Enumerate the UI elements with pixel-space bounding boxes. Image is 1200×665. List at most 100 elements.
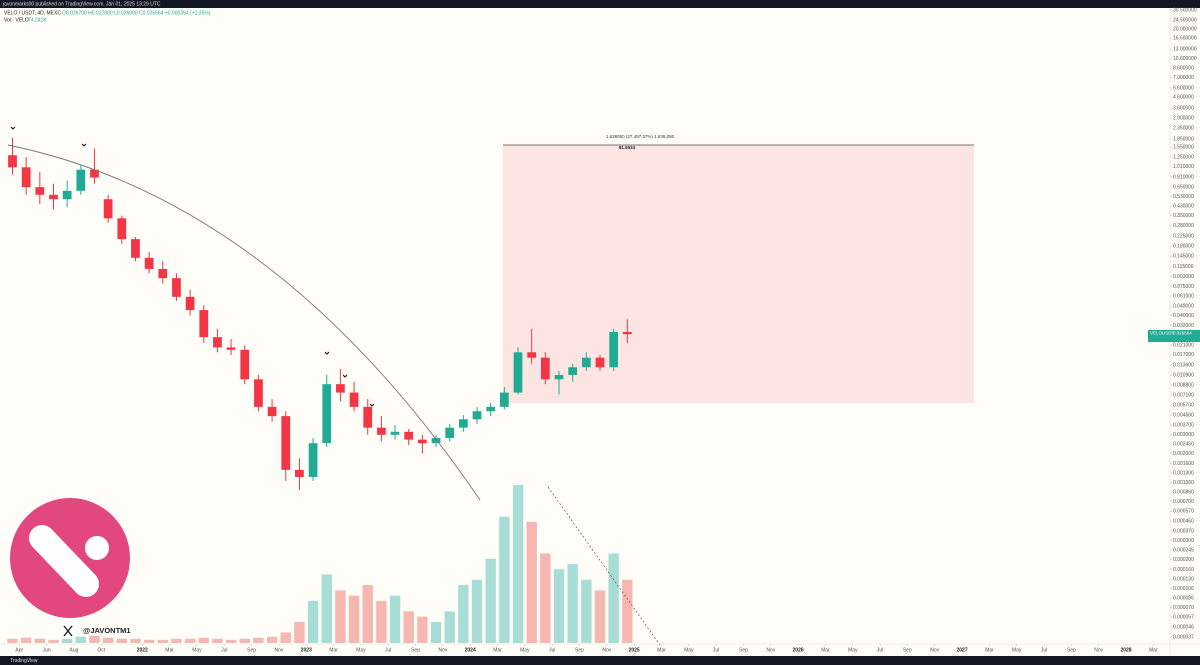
x-tick-label: Nov	[1094, 647, 1103, 653]
x-tick-label: Jul	[385, 647, 391, 653]
x-tick-label: Mar	[1149, 647, 1158, 653]
x-tick-label: Sep	[1067, 647, 1076, 653]
volume-bar	[403, 611, 414, 643]
volume-bar	[335, 590, 346, 643]
y-tick-label: 10.600000	[1173, 56, 1197, 62]
volume-bar	[581, 579, 592, 643]
volume-bar	[7, 638, 18, 643]
y-tick-label: 30.500000	[1173, 7, 1197, 13]
x-tick-label: Jul	[713, 647, 719, 653]
volume-bar	[540, 553, 551, 643]
y-tick-label: 24.500000	[1173, 17, 1197, 23]
volume-bar	[294, 621, 305, 643]
y-tick-label: 1.550000	[1173, 144, 1194, 150]
candle-body	[117, 218, 127, 240]
x-tick-label: 2023	[301, 647, 312, 653]
x-tick-label: Mar	[657, 647, 666, 653]
y-tick-label: 0.049000	[1173, 303, 1194, 309]
watermark-handle: @JAVONTM1	[83, 626, 131, 635]
price-label-value: 0.026664	[1173, 331, 1192, 336]
y-tick-label: 0.001060	[1173, 480, 1194, 486]
y-tick-label: 4.600000	[1173, 94, 1194, 100]
y-tick-label: 0.000070	[1173, 605, 1194, 611]
x-tick-label: Jun	[43, 647, 51, 653]
bottom-bar	[0, 656, 1200, 665]
logo-pill	[29, 525, 99, 597]
x-tick-label: 2028	[1120, 647, 1131, 653]
x-tick-label: 2022	[137, 647, 148, 653]
x-tick-label: Jul	[877, 647, 883, 653]
y-tick-label: 0.040000	[1173, 313, 1194, 319]
candle-body	[622, 331, 632, 335]
top-bar	[0, 0, 1200, 8]
volume-bar	[499, 516, 510, 643]
x-tick-label: Jul	[549, 647, 555, 653]
y-tick-label: 0.075000	[1173, 284, 1194, 290]
y-tick-label: 0.002000	[1173, 451, 1194, 457]
volume-bar	[348, 595, 360, 643]
y-tick-label: 0.002450	[1173, 441, 1194, 447]
x-tick-label: 2025	[629, 647, 640, 653]
x-tick-label: Mar	[165, 647, 174, 653]
x-tick-label: Mar	[985, 647, 994, 653]
volume-bar	[143, 639, 155, 643]
volume-bar	[512, 485, 524, 643]
peak-marker	[342, 374, 348, 378]
y-tick-label: 0.000086	[1173, 596, 1194, 602]
candle-body	[281, 416, 291, 470]
x-tick-label: Mar	[493, 647, 502, 653]
x-tick-label: Nov	[274, 647, 283, 653]
peak-marker	[369, 403, 375, 407]
volume-bar	[526, 521, 537, 643]
volume-bar	[389, 595, 401, 643]
volume-bar	[608, 553, 619, 643]
volume-bar	[458, 585, 469, 643]
y-tick-label: 0.280000	[1173, 223, 1194, 229]
candle-body	[8, 155, 17, 168]
y-tick-label: 0.810000	[1173, 174, 1194, 180]
x-tick-label: Nov	[602, 647, 611, 653]
candle-body	[418, 439, 427, 444]
y-tick-label: 0.000057	[1173, 615, 1194, 621]
x-icon	[63, 625, 73, 637]
y-tick-label: 7.000000	[1173, 75, 1194, 81]
candle-body	[404, 431, 414, 440]
candle-body	[144, 257, 154, 269]
volume-bar	[321, 574, 332, 643]
x-tick-label: 2024	[465, 647, 476, 653]
x-tick-label: May	[848, 647, 858, 653]
y-tick-label: 0.003700	[1173, 422, 1194, 428]
y-tick-label: 5.600000	[1173, 85, 1194, 91]
candle-body	[158, 268, 168, 279]
candle-body	[363, 406, 373, 428]
volume-bar	[34, 638, 46, 643]
x-tick-label: Sep	[739, 647, 748, 653]
y-tick-label: 8.600000	[1173, 66, 1194, 72]
y-tick-label: 0.001600	[1173, 461, 1194, 467]
candle-body	[540, 357, 550, 380]
x-tick-label: Mar	[329, 647, 338, 653]
candle-body	[609, 331, 619, 368]
volume-bar	[20, 637, 32, 643]
x-tick-label: Sep	[247, 647, 256, 653]
candle-body	[431, 437, 441, 444]
projection-label: 1.638050 (27,497.37%) 1,638,050	[606, 134, 675, 139]
volume-bar	[89, 635, 100, 643]
candle-body	[35, 187, 45, 195]
y-tick-label: 0.000106	[1173, 586, 1194, 592]
y-tick-label: 0.000037	[1173, 634, 1194, 640]
volume-bar	[157, 639, 168, 643]
volume-bar	[198, 637, 209, 643]
volume-bar	[102, 637, 114, 643]
x-tick-label: 2027	[956, 647, 967, 653]
volume-bar	[116, 638, 127, 643]
x-tick-label: Sep	[903, 647, 912, 653]
x-tick-label: May	[684, 647, 694, 653]
volume-bar	[61, 638, 73, 643]
y-tick-label: 1.850000	[1173, 136, 1194, 142]
x-tick-label: Nov	[766, 647, 775, 653]
volume-bar	[362, 585, 373, 643]
candle-body	[103, 199, 113, 219]
x-tick-label: Sep	[411, 647, 420, 653]
